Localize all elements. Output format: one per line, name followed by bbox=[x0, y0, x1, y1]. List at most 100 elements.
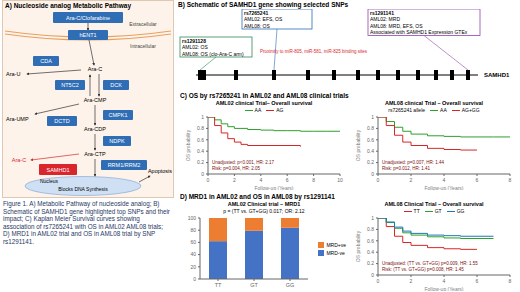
svg-text:NDPK: NDPK bbox=[109, 138, 125, 144]
svg-text:0: 0 bbox=[377, 278, 380, 284]
svg-text:DCTD: DCTD bbox=[54, 118, 69, 124]
html-text:p = (TT vs. GT+GG) 0.017; OR:: p = (TT vs. GT+GG) 0.017; OR: 2.12 bbox=[223, 208, 305, 214]
svg-text:8: 8 bbox=[312, 177, 315, 183]
html-text:B) Schematic of SAMHD1 gene sh: B) Schematic of SAMHD1 gene showing sele… bbox=[178, 1, 349, 8]
svg-text:OS probability: OS probability bbox=[355, 129, 361, 161]
html-text:AML02 clinical Trial– Overall: AML02 clinical Trial– Overall survival bbox=[215, 100, 313, 106]
html-text:rs7265241 allele: rs7265241 allele bbox=[388, 107, 425, 113]
svg-text:0: 0 bbox=[193, 276, 196, 282]
svg-text:6: 6 bbox=[286, 177, 289, 183]
svg-text:0.4: 0.4 bbox=[367, 148, 374, 154]
svg-text:Associated with SAMHD1 Express: Associated with SAMHD1 Expression GTEx bbox=[370, 29, 468, 35]
svg-text:1: 1 bbox=[371, 215, 374, 221]
svg-text:10: 10 bbox=[337, 177, 343, 183]
svg-text:0.6: 0.6 bbox=[367, 137, 374, 143]
svg-text:SAMHD1: SAMHD1 bbox=[47, 167, 70, 173]
svg-text:Ara-C: Ara-C bbox=[12, 157, 26, 163]
svg-text:2: 2 bbox=[233, 177, 236, 183]
svg-text:Ara-C/Clofarabine: Ara-C/Clofarabine bbox=[66, 15, 110, 21]
svg-text:Ara-UMP: Ara-UMP bbox=[6, 116, 29, 122]
svg-text:Ara-U: Ara-U bbox=[6, 71, 20, 77]
svg-text:2: 2 bbox=[410, 177, 413, 183]
svg-text:SAMHD1: SAMHD1 bbox=[484, 72, 510, 78]
svg-text:Follow-up (Years): Follow-up (Years) bbox=[255, 185, 294, 190]
html-text:C) OS by rs7265241 in AML02 an: C) OS by rs7265241 in AML02 and AML08 cl… bbox=[180, 92, 349, 99]
svg-text:1: 1 bbox=[201, 114, 204, 120]
html-text:Risk: p=0.004, HR: 2.05: Risk: p=0.004, HR: 2.05 bbox=[212, 165, 260, 171]
svg-text:AML08: OS (clo-Ara-C arm): AML08: OS (clo-Ara-C arm) bbox=[182, 51, 244, 57]
html-text:AML02 Clinical trial – MRD1: AML02 Clinical trial – MRD1 bbox=[227, 201, 301, 207]
svg-text:0: 0 bbox=[371, 171, 374, 177]
svg-text:Intracellular: Intracellular bbox=[130, 43, 156, 49]
svg-text:0.4: 0.4 bbox=[197, 148, 204, 154]
svg-text:40: 40 bbox=[190, 251, 196, 257]
svg-text:0.8: 0.8 bbox=[197, 125, 204, 131]
svg-text:0.4: 0.4 bbox=[367, 249, 374, 255]
html-text:AG: AG bbox=[276, 107, 284, 113]
svg-text:rs1291128: rs1291128 bbox=[182, 38, 206, 44]
svg-text:1: 1 bbox=[371, 114, 374, 120]
svg-text:Follow-up (Years): Follow-up (Years) bbox=[425, 286, 464, 291]
html-text:AA: AA bbox=[254, 107, 262, 113]
svg-text:4: 4 bbox=[443, 278, 446, 284]
svg-text:60: 60 bbox=[190, 239, 196, 245]
svg-text:RRM1/RRM2: RRM1/RRM2 bbox=[108, 162, 141, 168]
svg-text:AML08: MRD, EFS, OS: AML08: MRD, EFS, OS bbox=[370, 23, 423, 29]
svg-text:0: 0 bbox=[377, 177, 380, 183]
html-text:Figure 1. A) Metabolic Pathway: Figure 1. A) Metabolic Pathway of nucleo… bbox=[3, 200, 170, 245]
svg-text:0.2: 0.2 bbox=[367, 159, 374, 165]
svg-text:4: 4 bbox=[443, 177, 446, 183]
svg-text:rs7265241: rs7265241 bbox=[244, 10, 269, 16]
svg-text:80: 80 bbox=[190, 227, 196, 233]
svg-text:100: 100 bbox=[188, 215, 197, 221]
svg-text:Ara-CMP: Ara-CMP bbox=[84, 97, 107, 103]
svg-text:0.8: 0.8 bbox=[367, 125, 374, 131]
svg-text:AML02: EFS, OS: AML02: EFS, OS bbox=[244, 16, 283, 22]
svg-text:Extracellular: Extracellular bbox=[129, 21, 157, 27]
svg-text:GT: GT bbox=[250, 282, 258, 288]
svg-text:8: 8 bbox=[509, 177, 512, 183]
html-text:MRD+ve: MRD+ve bbox=[326, 242, 346, 248]
svg-text:Follow-up (Years): Follow-up (Years) bbox=[425, 185, 464, 190]
svg-text:GG: GG bbox=[286, 282, 295, 288]
svg-text:2: 2 bbox=[410, 278, 413, 284]
html-text:D) MRD1 in AML02 and OS in AML: D) MRD1 in AML02 and OS in AML08 by rs12… bbox=[180, 193, 335, 200]
svg-text:0.8: 0.8 bbox=[367, 226, 374, 232]
svg-text:hENT1: hENT1 bbox=[79, 32, 96, 38]
svg-text:0.2: 0.2 bbox=[367, 260, 374, 266]
svg-text:6: 6 bbox=[476, 278, 479, 284]
svg-text:Nucleus: Nucleus bbox=[40, 178, 59, 184]
svg-text:Ara-CTP: Ara-CTP bbox=[84, 151, 106, 157]
svg-text:CDA: CDA bbox=[40, 58, 52, 64]
html-text:A) Nucleoside analog Metabolic: A) Nucleoside analog Metabolic Pathway bbox=[5, 2, 132, 9]
svg-text:Ara-C: Ara-C bbox=[88, 66, 102, 72]
svg-text:CMPK1: CMPK1 bbox=[109, 112, 128, 118]
svg-text:Blocks DNA Synthesis: Blocks DNA Synthesis bbox=[58, 186, 108, 192]
svg-text:Apoptosis: Apoptosis bbox=[148, 168, 172, 174]
html-text:Risk: p=0.012, HR: 1.41: Risk: p=0.012, HR: 1.41 bbox=[382, 165, 430, 171]
svg-text:AML02: OS: AML02: OS bbox=[182, 44, 209, 50]
svg-text:20: 20 bbox=[190, 264, 196, 270]
svg-text:TT: TT bbox=[215, 282, 222, 288]
svg-text:0: 0 bbox=[201, 171, 204, 177]
html-text:AA: AA bbox=[440, 107, 447, 113]
svg-text:4: 4 bbox=[259, 177, 262, 183]
svg-text:DCK: DCK bbox=[110, 82, 122, 88]
svg-text:6: 6 bbox=[476, 177, 479, 183]
svg-text:Proximity to miR-805, miR-581,: Proximity to miR-805, miR-581, miR-825 b… bbox=[260, 49, 368, 54]
svg-text:8: 8 bbox=[509, 278, 512, 284]
svg-text:NT5C2: NT5C2 bbox=[61, 82, 78, 88]
svg-text:0.2: 0.2 bbox=[197, 159, 204, 165]
svg-text:Ara-CDP: Ara-CDP bbox=[84, 126, 106, 132]
svg-text:0.6: 0.6 bbox=[197, 137, 204, 143]
svg-text:OS probability: OS probability bbox=[355, 230, 361, 262]
svg-text:0: 0 bbox=[371, 272, 374, 278]
svg-text:AML02: MRD: AML02: MRD bbox=[370, 16, 400, 22]
svg-text:AML08: OS: AML08: OS bbox=[244, 23, 271, 29]
html-text:AML08 clinical Trial – Overall: AML08 clinical Trial – Overall survival bbox=[384, 100, 484, 106]
svg-text:0.6: 0.6 bbox=[367, 238, 374, 244]
svg-text:OS probability: OS probability bbox=[185, 129, 191, 161]
html-text:AG+GG: AG+GG bbox=[461, 107, 480, 113]
svg-text:0: 0 bbox=[207, 177, 210, 183]
svg-text:rs1291141: rs1291141 bbox=[370, 10, 394, 16]
